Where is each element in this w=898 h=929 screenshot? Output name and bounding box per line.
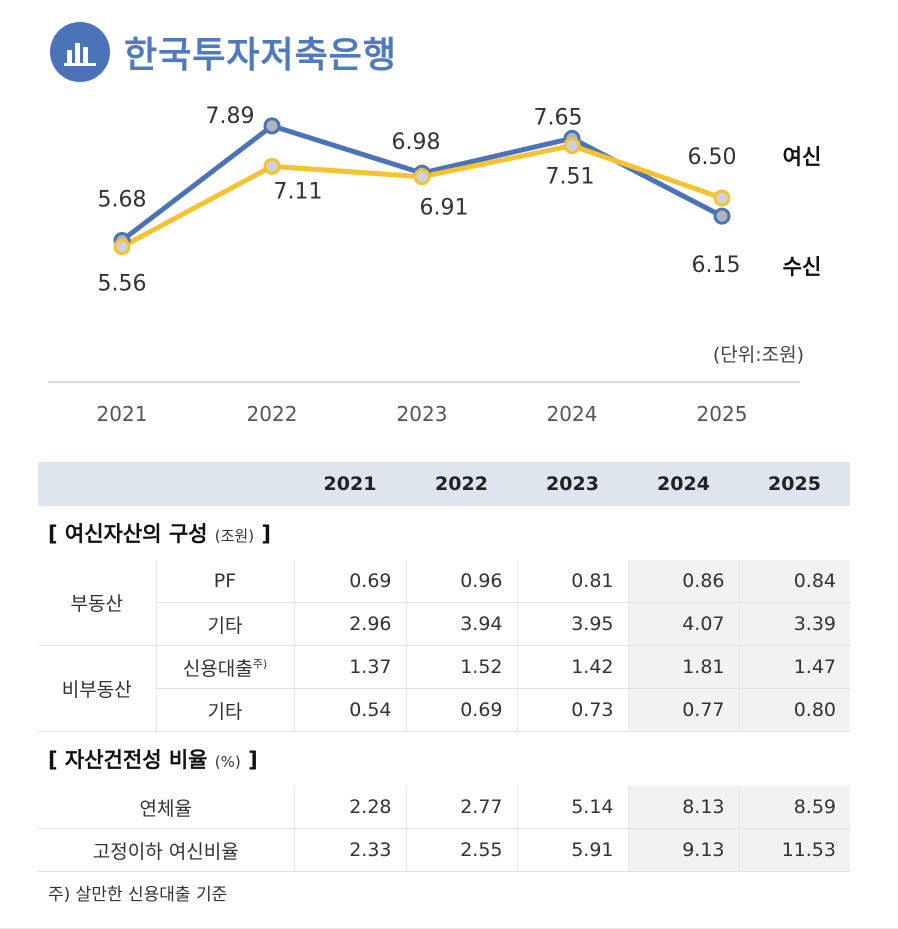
table-cell: 11.53 (738, 828, 850, 872)
row-label: 연체율 (38, 786, 295, 829)
page-title: 한국투자저축은행 (124, 35, 397, 76)
table-cell: 2.77 (405, 786, 517, 829)
footnote: 주) 살만한 신용대출 기준 (48, 885, 228, 905)
table-cell: 0.81 (516, 560, 628, 603)
data-label: 6.91 (420, 196, 469, 221)
section-title-row: [ 자산건전성 비율 (%) ] (38, 732, 850, 787)
table-row: 부동산 PF 0.69 0.96 0.81 0.86 0.84 (38, 560, 850, 646)
row-label: 기타 (156, 602, 294, 646)
line-chart: 5.68 7.89 6.98 7.65 6.15 수신 5.56 7.11 6.91 7.51 6.… (98, 104, 822, 297)
x-axis-labels: 2021 2022 2023 2024 2025 (0, 402, 898, 432)
table-cell: 1.37 (293, 645, 406, 689)
x-tick-label: 2024 (546, 402, 598, 426)
table-cell: 1.47 (738, 645, 850, 689)
table-cell: 2.55 (405, 828, 517, 872)
table-cell: 0.80 (738, 688, 850, 732)
table-cell: 1.42 (516, 645, 628, 689)
table-cell: 0.77 (627, 688, 739, 732)
table-cell: 0.84 (738, 560, 850, 603)
table-cell: 2.96 (293, 602, 406, 646)
series-name-label: 여신 (783, 145, 822, 169)
table-row: 고정이하 여신비율 2.33 2.55 5.91 9.13 11.53 (38, 828, 850, 872)
group-label: 부동산 (38, 560, 157, 646)
header-cell: 2021 (294, 462, 406, 506)
data-label: 6.98 (392, 130, 441, 155)
data-label: 7.65 (534, 105, 583, 130)
table-cell: 0.86 (627, 560, 739, 603)
data-point (113, 238, 131, 256)
table-cell: 3.94 (405, 602, 517, 646)
section-title: [ 여신자산의 구성 (조원) ] (48, 522, 272, 546)
data-label: 7.51 (546, 165, 595, 190)
data-label: 7.89 (206, 104, 255, 129)
data-point (713, 189, 731, 207)
header-cell: 2023 (517, 462, 628, 506)
group-label: 비부동산 (38, 645, 157, 732)
table-cell: 0.96 (405, 560, 517, 603)
header-cell (38, 462, 294, 506)
data-label: 7.11 (274, 179, 323, 204)
header: 한국투자저축은행 (50, 22, 397, 82)
table-header-row: 2021 2022 2023 2024 2025 (38, 462, 850, 506)
table-cell: 5.14 (516, 786, 628, 829)
table-cell: 0.69 (405, 688, 517, 732)
row-label: PF (156, 560, 294, 603)
data-label: 5.56 (98, 272, 147, 297)
row-label: 고정이하 여신비율 (38, 828, 295, 872)
data-table: 2021 2022 2023 2024 2025 [ 여신자산의 구성 (조원)… (38, 462, 850, 872)
x-tick-label: 2023 (396, 402, 448, 426)
table-row: 기타 0.54 0.69 0.73 0.77 0.80 (38, 688, 850, 732)
table-cell: 1.52 (405, 645, 517, 689)
x-tick-label: 2025 (696, 402, 748, 426)
data-point (263, 117, 281, 135)
header-cell: 2024 (628, 462, 739, 506)
header-cell: 2025 (739, 462, 850, 506)
x-tick-label: 2021 (96, 402, 148, 426)
data-point (563, 137, 581, 155)
data-label: 6.15 (692, 253, 741, 278)
table-cell: 0.73 (516, 688, 628, 732)
table-cell: 8.59 (738, 786, 850, 829)
table-cell: 9.13 (627, 828, 739, 872)
section-title: [ 자산건전성 비율 (%) ] (48, 748, 258, 772)
table-cell: 2.28 (293, 786, 406, 829)
data-label: 6.50 (688, 145, 737, 170)
unit-label: (단위:조원) (712, 344, 804, 366)
table-cell: 5.91 (516, 828, 628, 872)
axis-line (48, 381, 800, 383)
table-cell: 3.39 (738, 602, 850, 646)
data-label: 5.68 (98, 187, 147, 212)
table-row: 연체율 2.28 2.77 5.14 8.13 8.59 (38, 786, 850, 829)
table-cell: 0.54 (293, 688, 406, 732)
data-point (263, 157, 281, 175)
x-tick-label: 2022 (246, 402, 298, 426)
row-label: 신용대출주) (156, 645, 294, 689)
header-cell: 2022 (406, 462, 517, 506)
table-cell: 4.07 (627, 602, 739, 646)
table-row: 비부동산 신용대출주) 1.37 1.52 1.42 1.81 1.47 (38, 645, 850, 732)
table-cell: 0.69 (293, 560, 406, 603)
row-label: 기타 (156, 688, 294, 732)
data-point (413, 168, 431, 186)
table-cell: 1.81 (627, 645, 739, 689)
table-row: 기타 2.96 3.94 3.95 4.07 3.39 (38, 602, 850, 646)
series-name-label: 수신 (783, 255, 822, 279)
table-cell: 3.95 (516, 602, 628, 646)
table-cell: 2.33 (293, 828, 406, 872)
bar-chart-icon (50, 22, 110, 82)
section-title-row: [ 여신자산의 구성 (조원) ] (38, 506, 850, 560)
table-cell: 8.13 (627, 786, 739, 829)
data-point (713, 207, 731, 225)
